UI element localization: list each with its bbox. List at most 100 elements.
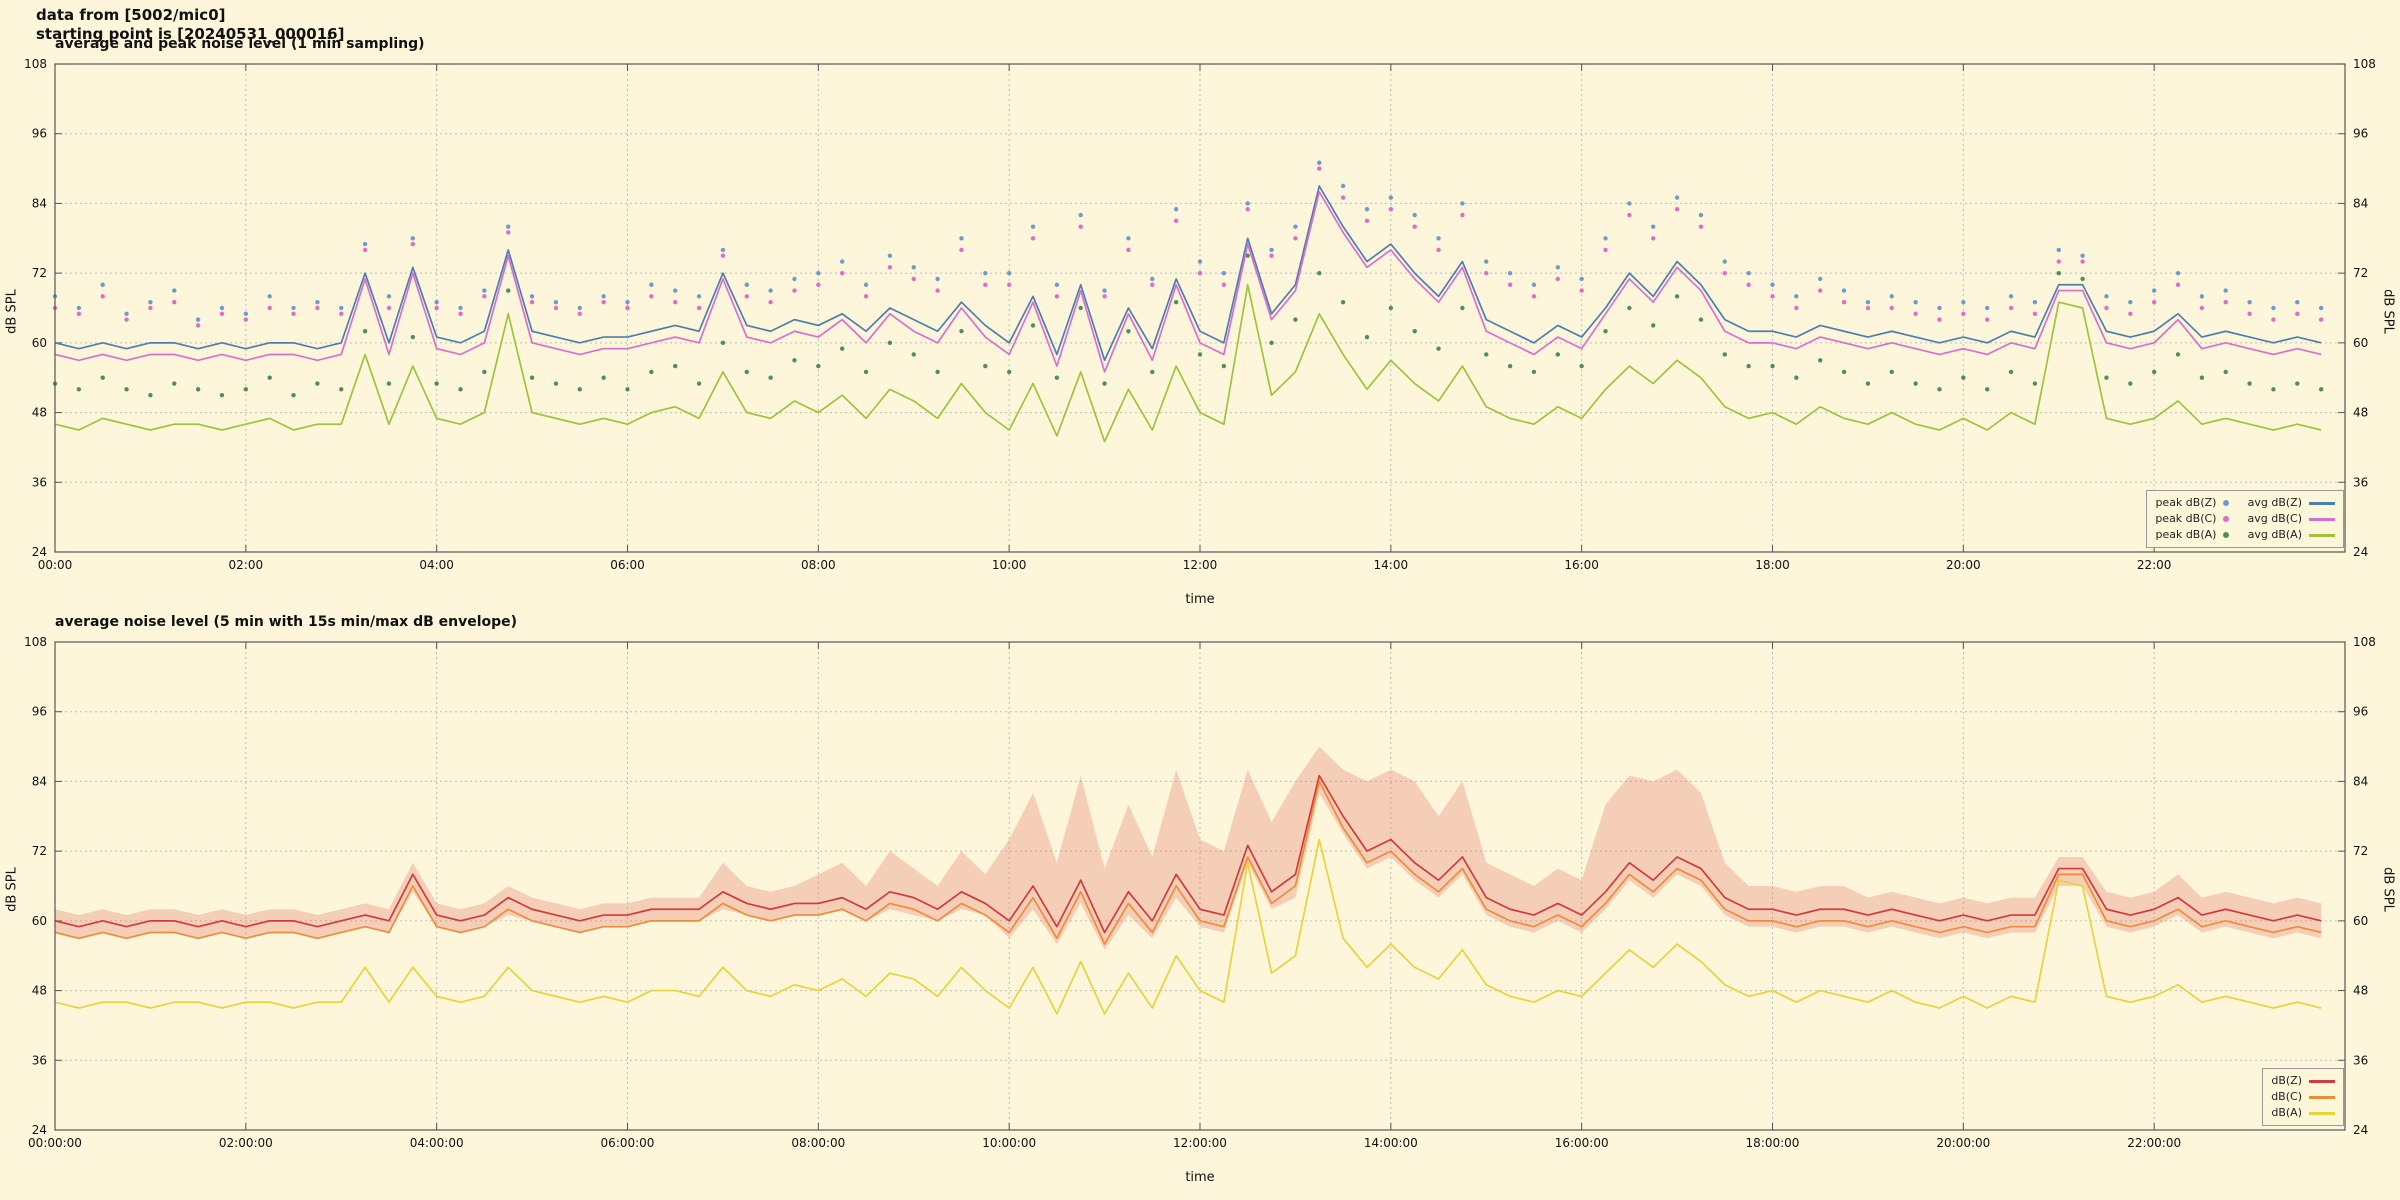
svg-text:12:00:00: 12:00:00 — [1173, 1136, 1227, 1150]
chart-bottom-xlabel: time — [1185, 1170, 1215, 1185]
svg-text:72: 72 — [2353, 844, 2368, 858]
svg-text:04:00:00: 04:00:00 — [410, 1136, 464, 1150]
chart-bottom-ylabel-left: dB SPL — [4, 867, 20, 912]
svg-text:10:00: 10:00 — [992, 558, 1027, 572]
svg-text:00:00:00: 00:00:00 — [28, 1136, 82, 1150]
svg-text:20:00:00: 20:00:00 — [1936, 1136, 1990, 1150]
svg-text:84: 84 — [32, 774, 47, 788]
chart-top-plot: 00:00 02:00 04:00 06:00 08:00 10:00 12:00 14:00… — [24, 57, 2376, 572]
legend-entry: dB(C) — [2271, 1089, 2335, 1105]
chart-top: average and peak noise level (1 min samp… — [0, 36, 2400, 614]
svg-text:96: 96 — [32, 127, 47, 141]
legend-line-swatch — [2309, 517, 2335, 521]
svg-text:18:00:00: 18:00:00 — [1746, 1136, 1800, 1150]
svg-text:84: 84 — [2353, 774, 2368, 788]
legend-entry: peak dB(Z) — [2155, 495, 2230, 511]
svg-text:24: 24 — [32, 545, 47, 559]
legend-dot-swatch — [2223, 532, 2230, 538]
chart-top-ylabel-left: dB SPL — [4, 289, 20, 334]
legend-entry-label: dB(A) — [2271, 1106, 2302, 1119]
svg-text:06:00: 06:00 — [610, 558, 645, 572]
legend-entry-label: avg dB(A) — [2247, 528, 2302, 541]
legend-line-swatch — [2309, 1111, 2335, 1115]
svg-text:84: 84 — [2353, 196, 2368, 210]
svg-text:108: 108 — [2353, 635, 2376, 649]
svg-text:48: 48 — [32, 984, 47, 998]
svg-text:02:00: 02:00 — [229, 558, 264, 572]
svg-text:24: 24 — [32, 1123, 47, 1137]
legend-entry-label: peak dB(Z) — [2155, 496, 2217, 509]
legend-entry: avg dB(C) — [2247, 511, 2335, 527]
legend-entry-label: dB(Z) — [2271, 1074, 2302, 1087]
legend-dot-swatch — [2223, 516, 2230, 522]
legend-entry: peak dB(A) — [2155, 527, 2230, 543]
svg-text:96: 96 — [2353, 705, 2368, 719]
chart-bottom-legend: dB(Z) dB(C) dB(A) — [2262, 1068, 2344, 1126]
svg-text:48: 48 — [2353, 984, 2368, 998]
header-source: data from [5002/mic0] — [36, 6, 226, 24]
svg-text:60: 60 — [32, 336, 47, 350]
svg-text:06:00:00: 06:00:00 — [601, 1136, 655, 1150]
svg-text:14:00: 14:00 — [1374, 558, 1409, 572]
legend-line-swatch — [2309, 501, 2335, 505]
legend-entry-label: avg dB(C) — [2247, 512, 2302, 525]
svg-text:22:00: 22:00 — [2137, 558, 2172, 572]
svg-text:24: 24 — [2353, 545, 2368, 559]
svg-text:60: 60 — [2353, 914, 2368, 928]
svg-text:04:00: 04:00 — [419, 558, 454, 572]
legend-entry: avg dB(Z) — [2247, 495, 2335, 511]
legend-line-swatch — [2309, 533, 2335, 537]
legend-entry: avg dB(A) — [2247, 527, 2335, 543]
chart-top-legend: peak dB(Z) peak dB(C) peak dB(A) avg dB(Z) a… — [2146, 490, 2344, 548]
svg-text:108: 108 — [24, 635, 47, 649]
legend-line-swatch — [2309, 1079, 2335, 1083]
svg-text:12:00: 12:00 — [1183, 558, 1218, 572]
chart-bottom-ylabel-right: dB SPL — [2380, 867, 2396, 912]
svg-text:36: 36 — [32, 1053, 47, 1067]
svg-text:60: 60 — [32, 914, 47, 928]
svg-text:36: 36 — [2353, 1053, 2368, 1067]
legend-entry: dB(A) — [2271, 1105, 2335, 1121]
legend-entry: dB(Z) — [2271, 1073, 2335, 1089]
svg-text:00:00: 00:00 — [38, 558, 73, 572]
svg-text:24: 24 — [2353, 1123, 2368, 1137]
svg-text:48: 48 — [2353, 406, 2368, 420]
header-start-point: starting point is [20240531_000016] — [36, 25, 345, 43]
legend-entry-label: dB(C) — [2271, 1090, 2302, 1103]
chart-top-ylabel-right: dB SPL — [2380, 289, 2396, 334]
svg-text:60: 60 — [2353, 336, 2368, 350]
legend-entry-label: peak dB(C) — [2155, 512, 2217, 525]
svg-text:16:00: 16:00 — [1564, 558, 1599, 572]
svg-text:96: 96 — [32, 705, 47, 719]
svg-text:20:00: 20:00 — [1946, 558, 1981, 572]
svg-text:72: 72 — [2353, 266, 2368, 280]
svg-text:36: 36 — [32, 475, 47, 489]
legend-entry-label: peak dB(A) — [2155, 528, 2217, 541]
svg-text:108: 108 — [2353, 57, 2376, 71]
chart-top-title: average and peak noise level (1 min samp… — [55, 36, 425, 52]
legend-line-swatch — [2309, 1095, 2335, 1099]
chart-top-xlabel: time — [1185, 592, 1215, 607]
svg-text:36: 36 — [2353, 475, 2368, 489]
legend-dot-swatch — [2223, 500, 2230, 506]
svg-text:72: 72 — [32, 844, 47, 858]
svg-text:18:00: 18:00 — [1755, 558, 1790, 572]
svg-text:08:00: 08:00 — [801, 558, 836, 572]
svg-text:02:00:00: 02:00:00 — [219, 1136, 273, 1150]
svg-text:08:00:00: 08:00:00 — [791, 1136, 845, 1150]
chart-bottom: average noise level (5 min with 15s min/… — [0, 614, 2400, 1192]
svg-text:48: 48 — [32, 406, 47, 420]
legend-entry: peak dB(C) — [2155, 511, 2230, 527]
svg-text:10:00:00: 10:00:00 — [982, 1136, 1036, 1150]
svg-text:108: 108 — [24, 57, 47, 71]
svg-text:22:00:00: 22:00:00 — [2127, 1136, 2181, 1150]
legend-entry-label: avg dB(Z) — [2247, 496, 2302, 509]
chart-bottom-title: average noise level (5 min with 15s min/… — [55, 614, 518, 630]
header: data from [5002/mic0] starting point is … — [36, 6, 344, 44]
svg-text:14:00:00: 14:00:00 — [1364, 1136, 1418, 1150]
chart-bottom-plot: 00:00:00 02:00:00 04:00:00 06:00:00 08:00:00… — [24, 635, 2376, 1150]
svg-text:16:00:00: 16:00:00 — [1555, 1136, 1609, 1150]
svg-text:84: 84 — [32, 196, 47, 210]
svg-text:96: 96 — [2353, 127, 2368, 141]
svg-text:72: 72 — [32, 266, 47, 280]
